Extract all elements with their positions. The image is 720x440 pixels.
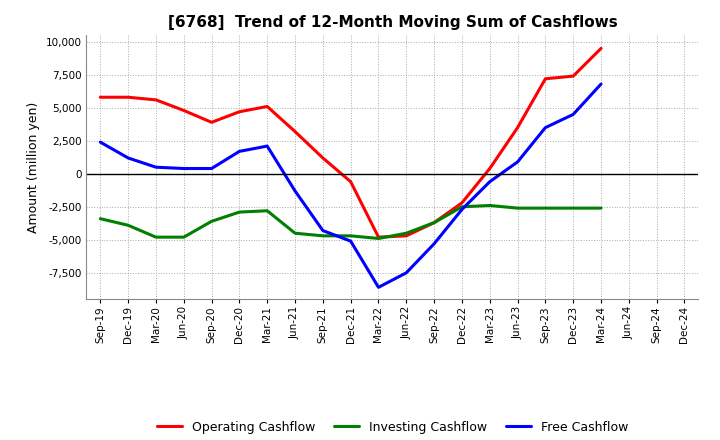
- Operating Cashflow: [569, 73, 577, 79]
- Investing Cashflow: [207, 219, 216, 224]
- Investing Cashflow: [513, 205, 522, 211]
- Investing Cashflow: [569, 205, 577, 211]
- Free Cashflow: [346, 238, 355, 244]
- Operating Cashflow: [458, 200, 467, 205]
- Line: Operating Cashflow: Operating Cashflow: [100, 48, 601, 237]
- Operating Cashflow: [207, 120, 216, 125]
- Free Cashflow: [541, 125, 550, 130]
- Investing Cashflow: [374, 236, 383, 241]
- Title: [6768]  Trend of 12-Month Moving Sum of Cashflows: [6768] Trend of 12-Month Moving Sum of C…: [168, 15, 617, 30]
- Free Cashflow: [430, 241, 438, 246]
- Investing Cashflow: [291, 231, 300, 236]
- Free Cashflow: [569, 112, 577, 117]
- Line: Free Cashflow: Free Cashflow: [100, 84, 601, 287]
- Investing Cashflow: [485, 203, 494, 208]
- Investing Cashflow: [96, 216, 104, 221]
- Operating Cashflow: [374, 235, 383, 240]
- Free Cashflow: [458, 207, 467, 212]
- Investing Cashflow: [402, 231, 410, 236]
- Free Cashflow: [152, 165, 161, 170]
- Operating Cashflow: [430, 220, 438, 225]
- Investing Cashflow: [152, 235, 161, 240]
- Investing Cashflow: [458, 204, 467, 209]
- Investing Cashflow: [263, 208, 271, 213]
- Investing Cashflow: [346, 233, 355, 238]
- Free Cashflow: [374, 285, 383, 290]
- Investing Cashflow: [430, 220, 438, 225]
- Operating Cashflow: [541, 76, 550, 81]
- Operating Cashflow: [179, 108, 188, 113]
- Free Cashflow: [485, 179, 494, 184]
- Legend: Operating Cashflow, Investing Cashflow, Free Cashflow: Operating Cashflow, Investing Cashflow, …: [152, 416, 633, 439]
- Operating Cashflow: [152, 97, 161, 103]
- Operating Cashflow: [124, 95, 132, 100]
- Operating Cashflow: [96, 95, 104, 100]
- Investing Cashflow: [124, 223, 132, 228]
- Operating Cashflow: [263, 104, 271, 109]
- Free Cashflow: [402, 270, 410, 275]
- Free Cashflow: [318, 228, 327, 233]
- Operating Cashflow: [346, 179, 355, 184]
- Line: Investing Cashflow: Investing Cashflow: [100, 205, 601, 238]
- Operating Cashflow: [235, 109, 243, 114]
- Free Cashflow: [291, 188, 300, 194]
- Operating Cashflow: [291, 129, 300, 134]
- Operating Cashflow: [318, 155, 327, 161]
- Free Cashflow: [179, 166, 188, 171]
- Free Cashflow: [207, 166, 216, 171]
- Operating Cashflow: [597, 46, 606, 51]
- Investing Cashflow: [597, 205, 606, 211]
- Free Cashflow: [124, 155, 132, 161]
- Free Cashflow: [235, 149, 243, 154]
- Operating Cashflow: [402, 233, 410, 238]
- Investing Cashflow: [318, 233, 327, 238]
- Investing Cashflow: [541, 205, 550, 211]
- Investing Cashflow: [235, 209, 243, 215]
- Free Cashflow: [96, 139, 104, 145]
- Free Cashflow: [597, 81, 606, 87]
- Y-axis label: Amount (million yen): Amount (million yen): [27, 102, 40, 233]
- Operating Cashflow: [513, 125, 522, 130]
- Free Cashflow: [263, 143, 271, 149]
- Investing Cashflow: [179, 235, 188, 240]
- Operating Cashflow: [485, 166, 494, 171]
- Free Cashflow: [513, 159, 522, 165]
